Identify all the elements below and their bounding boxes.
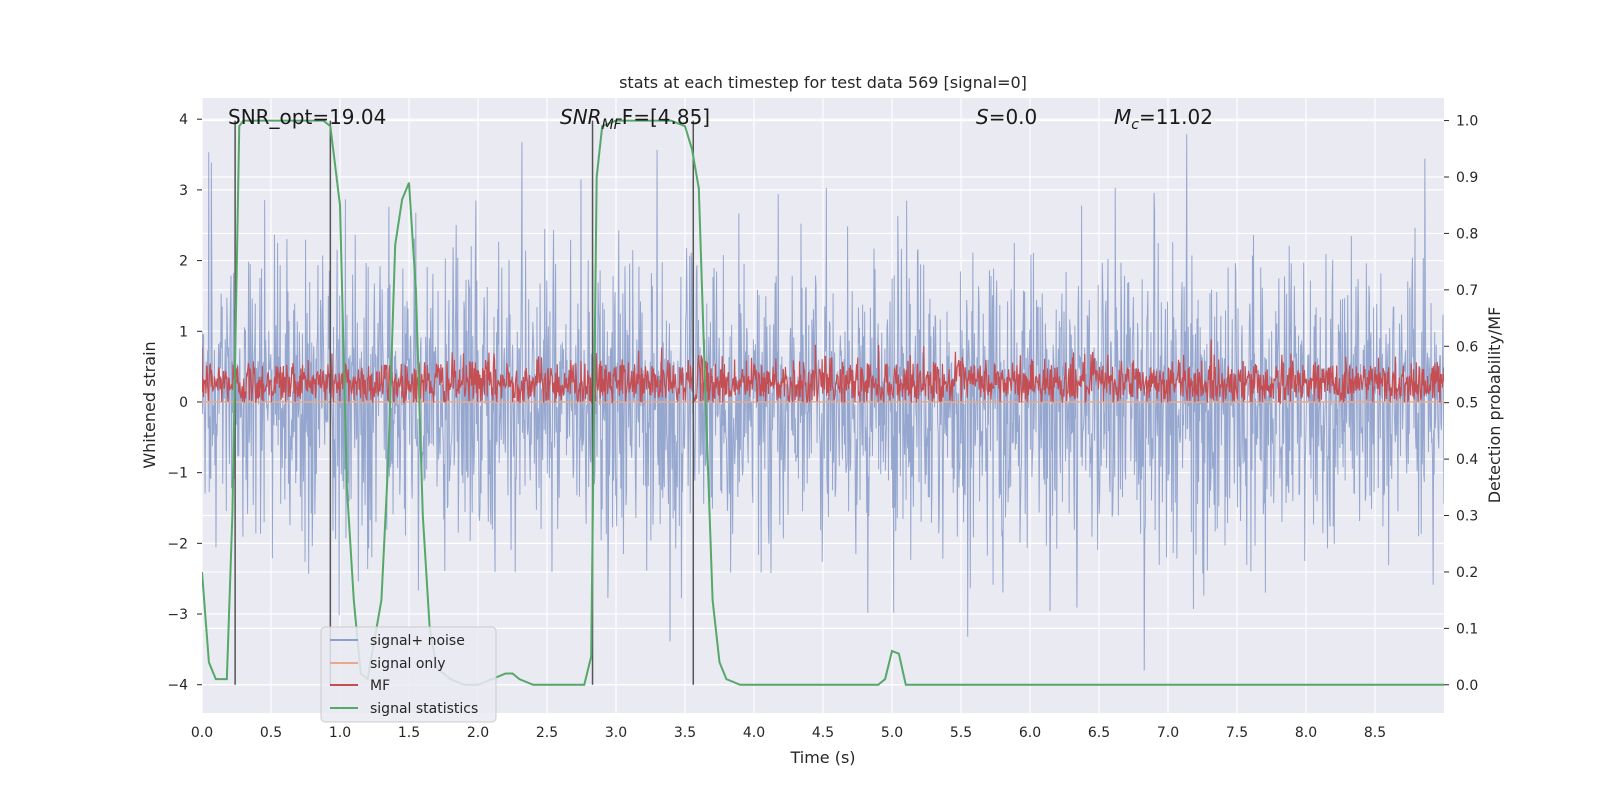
x-tick-label: 2.5	[536, 725, 558, 741]
y-right-tick-label: 0.5	[1456, 396, 1478, 412]
x-tick-label: 2.0	[467, 725, 489, 741]
y-tick-label: −4	[167, 678, 188, 694]
legend-label-signal-only: signal only	[370, 656, 445, 672]
x-tick-label: 6.0	[1019, 725, 1041, 741]
x-tick-label: 3.0	[605, 725, 627, 741]
y-right-tick-label: 0.3	[1456, 509, 1478, 525]
x-tick-label: 8.5	[1364, 725, 1386, 741]
x-tick-label: 5.5	[950, 725, 972, 741]
x-tick-label: 4.0	[743, 725, 765, 741]
y-tick-label: 1	[179, 324, 188, 340]
legend: signal+ noise signal only MF signal stat…	[320, 626, 497, 723]
x-tick-label: 6.5	[1088, 725, 1110, 741]
x-tick-label: 4.5	[812, 725, 834, 741]
y-right-tick-label: 0.7	[1456, 283, 1478, 299]
series-mf-line	[202, 339, 1444, 405]
annotation-s: S=0.0	[976, 105, 1037, 129]
y-tick-label: 0	[179, 395, 188, 411]
y-right-tick-label: 0.9	[1456, 170, 1478, 186]
x-tick-label: 8.0	[1295, 725, 1317, 741]
x-tick-label: 7.0	[1157, 725, 1179, 741]
y-tick-label: −1	[167, 466, 188, 482]
y-right-tick-label: 1.0	[1456, 114, 1478, 130]
legend-label-signal-noise: signal+ noise	[370, 633, 465, 649]
y-tick-label: 4	[179, 112, 188, 128]
x-tick-label: 3.5	[674, 725, 696, 741]
legend-label-signal-statistics: signal statistics	[370, 701, 478, 717]
x-tick-label: 5.0	[881, 725, 903, 741]
x-axis-label: Time (s)	[789, 748, 855, 767]
data-layer	[202, 119, 1444, 686]
x-tick-label: 0.5	[260, 725, 282, 741]
y-right-tick-label: 0.0	[1456, 678, 1478, 694]
y-right-tick-label: 0.1	[1456, 621, 1478, 637]
y-right-tick-label: 0.8	[1456, 226, 1478, 242]
y-right-tick-label: 0.4	[1456, 452, 1478, 468]
y-right-tick-label: 0.6	[1456, 339, 1478, 355]
x-tick-label: 1.5	[398, 725, 420, 741]
y-tick-label: −2	[167, 536, 188, 552]
y-axis-label: Whitened strain	[140, 341, 159, 468]
y-tick-label: 3	[179, 183, 188, 199]
annotation-snr-mf: SNRMFF=[4.85]	[560, 105, 710, 133]
y-right-tick-label: 0.2	[1456, 565, 1478, 581]
legend-label-mf: MF	[370, 678, 390, 694]
tick-layer: 0.0 0.5 1.0 1.5 2.0 2.5 3.0 3.5 4.0 4.5 5.0 5.5 6.0 6…	[167, 112, 1478, 741]
series-signal-noise-line	[202, 134, 1444, 671]
annotation-mc: Mc=11.02	[1114, 105, 1213, 133]
annotation-snr-opt: SNR_opt=19.04	[228, 105, 386, 129]
legend-box	[320, 626, 497, 723]
series-signal-statistics-line	[202, 119, 1444, 686]
x-tick-label: 0.0	[191, 725, 213, 741]
y-tick-label: 2	[179, 254, 188, 270]
chart-title: stats at each timestep for test data 569…	[619, 73, 1027, 92]
y-tick-label: −3	[167, 607, 188, 623]
x-tick-label: 1.0	[329, 725, 351, 741]
x-tick-label: 7.5	[1226, 725, 1248, 741]
y-axis-right-label: Detection probability/MF	[1485, 307, 1504, 504]
